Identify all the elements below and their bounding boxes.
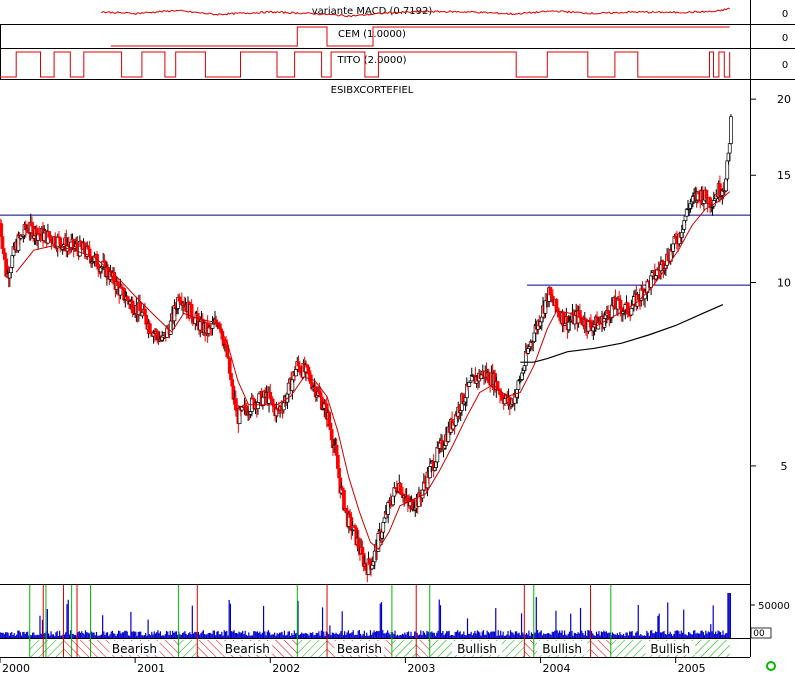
candle-body xyxy=(729,116,733,144)
year-label-2000: 2000 xyxy=(2,662,30,675)
long-moving-average-line xyxy=(520,304,724,363)
panel-frames xyxy=(0,0,795,658)
regime-band-8 xyxy=(416,640,430,657)
year-label-2004: 2004 xyxy=(543,662,571,675)
regime-band-12 xyxy=(590,640,611,657)
price-tick-label-20: 20 xyxy=(777,93,791,106)
candle-body xyxy=(629,307,634,316)
cem-label: CEM (1.0000) xyxy=(338,29,406,40)
macd-label: variante MACD (0.7192) xyxy=(312,6,433,17)
regime-label-9: Bullish xyxy=(457,642,497,656)
year-label-2001: 2001 xyxy=(137,662,165,675)
macd-panel: variante MACD (0.7192) 0 xyxy=(101,6,788,20)
regime-band-10 xyxy=(524,640,534,657)
volume-tick: 50000 xyxy=(758,601,790,612)
macd-tick: 0 xyxy=(782,9,788,20)
cem-tick: 0 xyxy=(782,33,788,44)
regime-band-5 xyxy=(297,640,328,657)
regime-label-bg xyxy=(109,641,160,655)
moving-average-line xyxy=(15,191,731,550)
candle-body xyxy=(367,558,372,565)
volume-small-tick: 00 xyxy=(753,629,765,639)
candle-body xyxy=(381,521,386,533)
regime-label-bg xyxy=(334,641,385,655)
regime-band-0 xyxy=(29,640,64,657)
regime-label-bg xyxy=(452,641,503,655)
candle-body xyxy=(337,468,341,479)
price-axis: 20 15 10 5 xyxy=(750,93,791,473)
year-axis: 2000 2001 2002 2003 2004 2005 xyxy=(0,657,706,675)
year-label-2002: 2002 xyxy=(272,662,300,675)
regime-label-bg xyxy=(222,641,273,655)
tito-label: TITO (2.0000) xyxy=(336,55,406,66)
candle-body xyxy=(370,564,375,570)
regime-label-4: Bearish xyxy=(225,642,270,656)
year-label-2005: 2005 xyxy=(678,662,706,675)
price-tick-label-15: 15 xyxy=(777,169,791,182)
volume-bars xyxy=(0,593,732,638)
cem-line xyxy=(110,26,730,47)
price-tick-label-5: 5 xyxy=(781,460,788,473)
candles xyxy=(0,114,733,583)
candle-body xyxy=(148,323,152,334)
regime-label-6: Bearish xyxy=(337,642,382,656)
refresh-icon[interactable] xyxy=(766,661,776,671)
regime-band-7 xyxy=(391,640,417,657)
candle-body xyxy=(47,231,51,238)
candle-body xyxy=(58,237,63,245)
macd-line xyxy=(101,7,731,18)
horizontal-lines xyxy=(0,214,750,286)
regime-label-2: Bearish xyxy=(112,642,157,656)
year-label-2003: 2003 xyxy=(407,662,435,675)
chart-title: ESIBXCORTEFIEL xyxy=(331,85,414,96)
tito-panel: TITO (2.0000) 0 xyxy=(0,51,788,78)
cem-panel: CEM (1.0000) 0 xyxy=(110,26,788,47)
regime-label-bg xyxy=(537,641,588,655)
candle-body xyxy=(342,489,346,511)
regime-band: Bearish Bearish Bearish Bullish Bullish Bulli… xyxy=(29,640,730,657)
price-tick-label-10: 10 xyxy=(777,277,791,290)
tito-line xyxy=(0,51,731,78)
regime-label-13: Bullish xyxy=(650,642,690,656)
tito-tick: 0 xyxy=(782,60,788,71)
regime-band-3 xyxy=(178,640,198,657)
regime-label-bg xyxy=(645,641,696,655)
regime-band-1 xyxy=(63,640,91,657)
candle-body xyxy=(727,143,732,154)
candle-body xyxy=(268,391,273,399)
candle-body xyxy=(554,299,559,310)
regime-label-11: Bullish xyxy=(542,642,582,656)
